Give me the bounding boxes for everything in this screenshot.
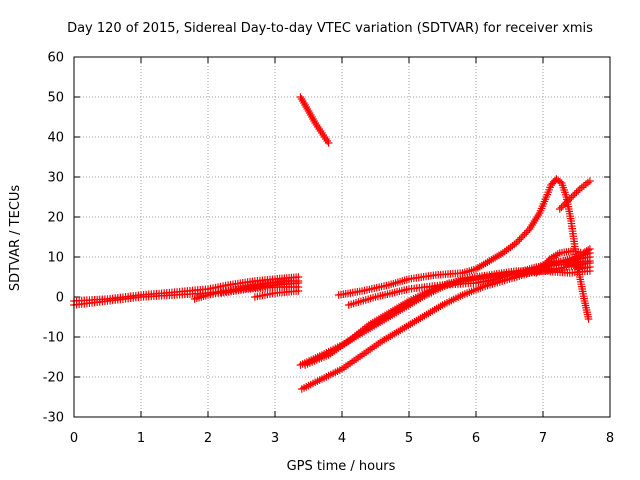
data-point [294,283,303,291]
x-tick-label: 7 [539,431,547,446]
plot-frame [73,56,611,418]
x-tick-label: 2 [204,431,212,446]
x-tick-label: 6 [472,431,480,446]
x-tick-label: 8 [606,431,614,446]
data-point [294,277,303,285]
x-tick-label: 4 [338,431,346,446]
data-series [70,93,594,393]
y-tick-label: 20 [47,211,64,226]
x-tick-label: 5 [405,431,413,446]
x-axis-label: GPS time / hours [287,459,396,474]
y-tick-label: 60 [47,51,64,66]
y-tick-label: 40 [47,131,64,146]
x-tick-label: 3 [271,431,279,446]
data-point [586,263,594,271]
data-point [586,253,594,261]
data-point [586,245,594,253]
x-tick-label: 1 [137,431,145,446]
data-point [586,177,594,185]
data-point [584,315,593,323]
series-14 [555,177,594,213]
y-tick-label: 10 [47,251,64,266]
y-tick-label: -10 [43,331,64,346]
y-axis-label: SDTVAR / TECUs [8,185,23,292]
series-6 [296,93,333,147]
x-tick-label: 0 [70,431,78,446]
y-tick-labels: -30 -20 -10 0 10 20 30 40 50 60 [43,51,64,426]
y-tick-label: -20 [43,371,64,386]
series-5 [217,283,303,297]
y-tick-label: 0 [56,291,64,306]
x-tick-labels: 0 1 2 3 4 5 6 7 8 [70,431,614,446]
chart-title: Day 120 of 2015, Sidereal Day-to-day VTE… [67,21,593,36]
y-tick-label: -30 [43,411,64,426]
data-point [324,139,333,147]
series-10 [301,259,594,369]
series-7 [334,175,593,323]
series-15 [559,253,594,265]
y-tick-label: 50 [47,91,64,106]
grid-lines [74,57,610,417]
y-tick-label: 30 [47,171,64,186]
